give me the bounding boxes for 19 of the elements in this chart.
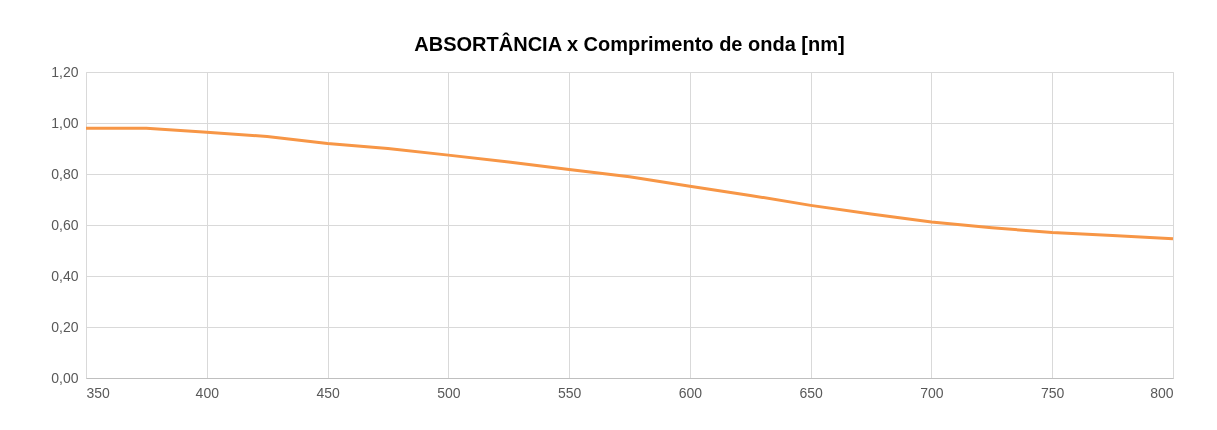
y-tick-label: 0,00 [51, 369, 79, 386]
y-tick-label: 0,40 [51, 267, 79, 284]
x-tick-label: 450 [316, 384, 340, 401]
x-tick-label: 500 [437, 384, 461, 401]
chart-title: ABSORTÂNCIA x Comprimento de onda [nm] [414, 32, 845, 55]
x-tick-label: 750 [1041, 384, 1065, 401]
y-tick-label: 0,20 [51, 318, 79, 335]
line-series [84, 126, 1175, 241]
x-tick-label: 700 [920, 384, 944, 401]
y-tick-label: 0,80 [51, 165, 79, 182]
y-tick-label: 1,20 [51, 63, 79, 80]
x-tick-label: 650 [799, 384, 824, 401]
y-tick-label: 0,60 [51, 216, 79, 233]
y-tick-label: 1,00 [51, 114, 79, 131]
x-tick-label: 350 [86, 384, 111, 401]
x-tick-label: 800 [1150, 384, 1174, 401]
x-tick-label: 550 [557, 384, 582, 401]
x-tick-label: 400 [195, 384, 220, 401]
x-tick-label: 600 [678, 384, 703, 401]
